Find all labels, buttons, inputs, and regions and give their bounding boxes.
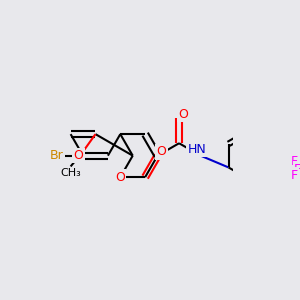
- Text: O: O: [157, 145, 166, 158]
- Text: CH₃: CH₃: [60, 168, 81, 178]
- Text: HN: HN: [187, 143, 206, 156]
- Text: O: O: [116, 171, 125, 184]
- Text: O: O: [178, 108, 188, 121]
- Text: O: O: [74, 149, 83, 162]
- Text: F: F: [291, 155, 298, 168]
- Text: F: F: [294, 163, 300, 176]
- Text: F: F: [291, 169, 298, 182]
- Text: Br: Br: [50, 149, 64, 162]
